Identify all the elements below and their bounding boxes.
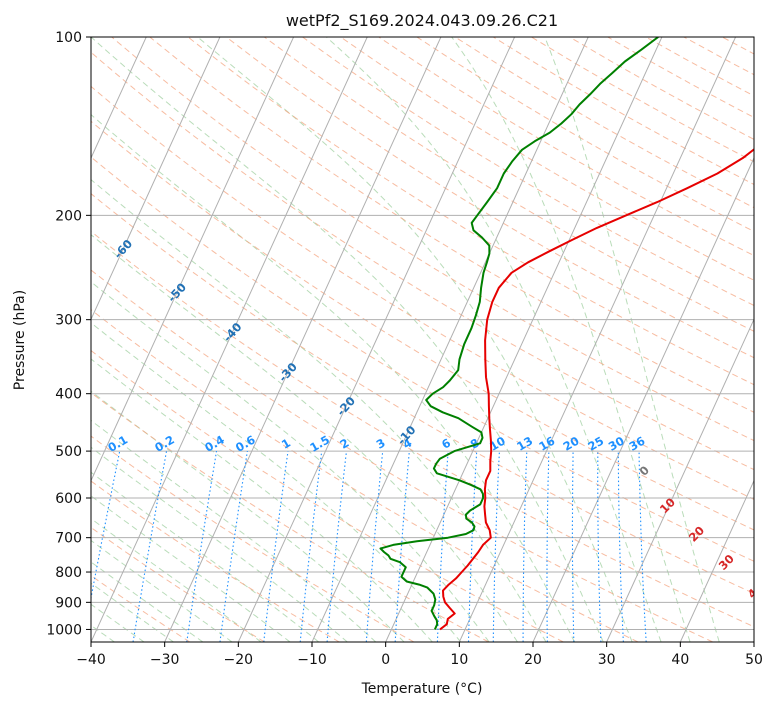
dry-adiabat — [91, 85, 754, 500]
moist-adiabat — [91, 561, 204, 642]
mixing-ratio-label: 13 — [514, 434, 535, 454]
mixing-ratio-line — [186, 451, 218, 642]
moist-adiabat — [91, 234, 518, 642]
y-tick-label: 500 — [55, 444, 82, 460]
isotherm-line — [91, 37, 368, 642]
isotherm-line — [91, 37, 221, 321]
y-axis-ticks: 100 200 300 400 500 600 700 800 900 1000 — [46, 30, 91, 638]
y-tick-label: 300 — [55, 313, 82, 329]
mixing-ratio-label: 20 — [561, 434, 582, 454]
mixing-ratio-label: 25 — [585, 434, 606, 454]
dry-adiabat — [91, 230, 754, 628]
isotherm-line — [458, 37, 737, 642]
y-tick-label: 1000 — [46, 622, 82, 638]
moist-adiabat — [91, 495, 291, 642]
moist-adiabat — [326, 37, 662, 642]
y-tick-label: 600 — [55, 491, 82, 507]
moist-adiabat — [91, 582, 174, 642]
x-tick-label: 40 — [671, 652, 689, 668]
x-tick-label: −30 — [150, 652, 180, 668]
x-tick-label: −40 — [76, 652, 106, 668]
y-tick-label: 900 — [55, 595, 82, 611]
x-tick-label: 10 — [450, 652, 468, 668]
isotherm-line — [237, 37, 516, 642]
dry-adiabat — [91, 309, 639, 642]
isotherm-line — [385, 37, 663, 642]
dry-adiabat — [111, 37, 754, 442]
x-axis-ticks: −40 −30 −20 −10 0 10 20 30 40 50 — [76, 642, 763, 668]
moist-adiabat — [91, 419, 377, 642]
moist-adiabat — [451, 37, 691, 642]
mixing-ratio-line — [326, 451, 348, 642]
moist-adiabats — [91, 37, 720, 642]
moist-adiabat — [544, 37, 720, 642]
mixing-ratio-line — [263, 451, 289, 642]
pressure-gridlines — [91, 37, 754, 630]
y-tick-label: 800 — [55, 565, 82, 581]
moist-adiabat — [91, 446, 348, 642]
mixing-ratio-label: 16 — [536, 434, 557, 454]
x-tick-label: −20 — [224, 652, 254, 668]
isotherm-line — [606, 318, 754, 642]
dry-adiabat — [302, 37, 754, 307]
sounding-profiles — [379, 37, 754, 631]
isotherm-line — [679, 479, 754, 642]
x-tick-label: 50 — [745, 652, 763, 668]
mixing-ratio-lines — [91, 450, 647, 642]
moist-adiabat — [91, 322, 462, 642]
dry-adiabat — [91, 120, 754, 531]
y-tick-label: 400 — [55, 387, 82, 403]
mixing-ratio-label: 10 — [487, 434, 508, 454]
isotherm-line — [91, 37, 147, 160]
mixing-ratio-label: 36 — [627, 434, 648, 454]
moist-adiabat — [197, 37, 633, 642]
mixing-ratio-line — [365, 451, 384, 642]
dry-adiabat — [91, 349, 564, 642]
x-axis-label: Temperature (°C) — [361, 681, 483, 697]
isotherm-line — [164, 37, 442, 642]
dry-adiabat — [91, 392, 489, 642]
plot-frame — [90, 36, 755, 643]
moist-adiabat — [91, 37, 604, 642]
moist-adiabat — [91, 517, 262, 642]
moist-adiabat-label: 40 — [745, 580, 766, 601]
moist-adiabat — [91, 539, 233, 642]
y-tick-label: 700 — [55, 531, 82, 547]
dry-adiabat — [91, 480, 340, 642]
chart-title: wetPf2_S169.2024.043.09.26.C21 — [286, 11, 558, 31]
moist-adiabat — [91, 358, 433, 642]
dewpoint-profile-line — [379, 37, 659, 630]
isotherms — [91, 37, 754, 642]
x-tick-label: 30 — [598, 652, 616, 668]
y-axis-label: Pressure (hPa) — [12, 290, 28, 390]
isotherm-line — [91, 37, 295, 482]
moist-adiabat — [91, 390, 405, 642]
dry-adiabat — [91, 193, 754, 595]
isotherm-line — [532, 156, 754, 642]
y-tick-label: 200 — [55, 208, 82, 224]
temperature-profile-line — [439, 148, 754, 631]
moist-adiabat — [91, 178, 547, 642]
x-tick-label: −10 — [297, 652, 327, 668]
mixing-ratio-line — [299, 451, 323, 642]
y-tick-label: 100 — [55, 30, 82, 46]
dry-adiabat — [187, 37, 754, 386]
x-tick-label: 20 — [524, 652, 542, 668]
mixing-ratio-label: 30 — [606, 434, 627, 454]
moist-adiabat — [91, 281, 490, 642]
mixing-ratio-line — [219, 451, 248, 642]
dry-adiabat — [264, 37, 754, 332]
x-tick-label: 0 — [381, 652, 390, 668]
